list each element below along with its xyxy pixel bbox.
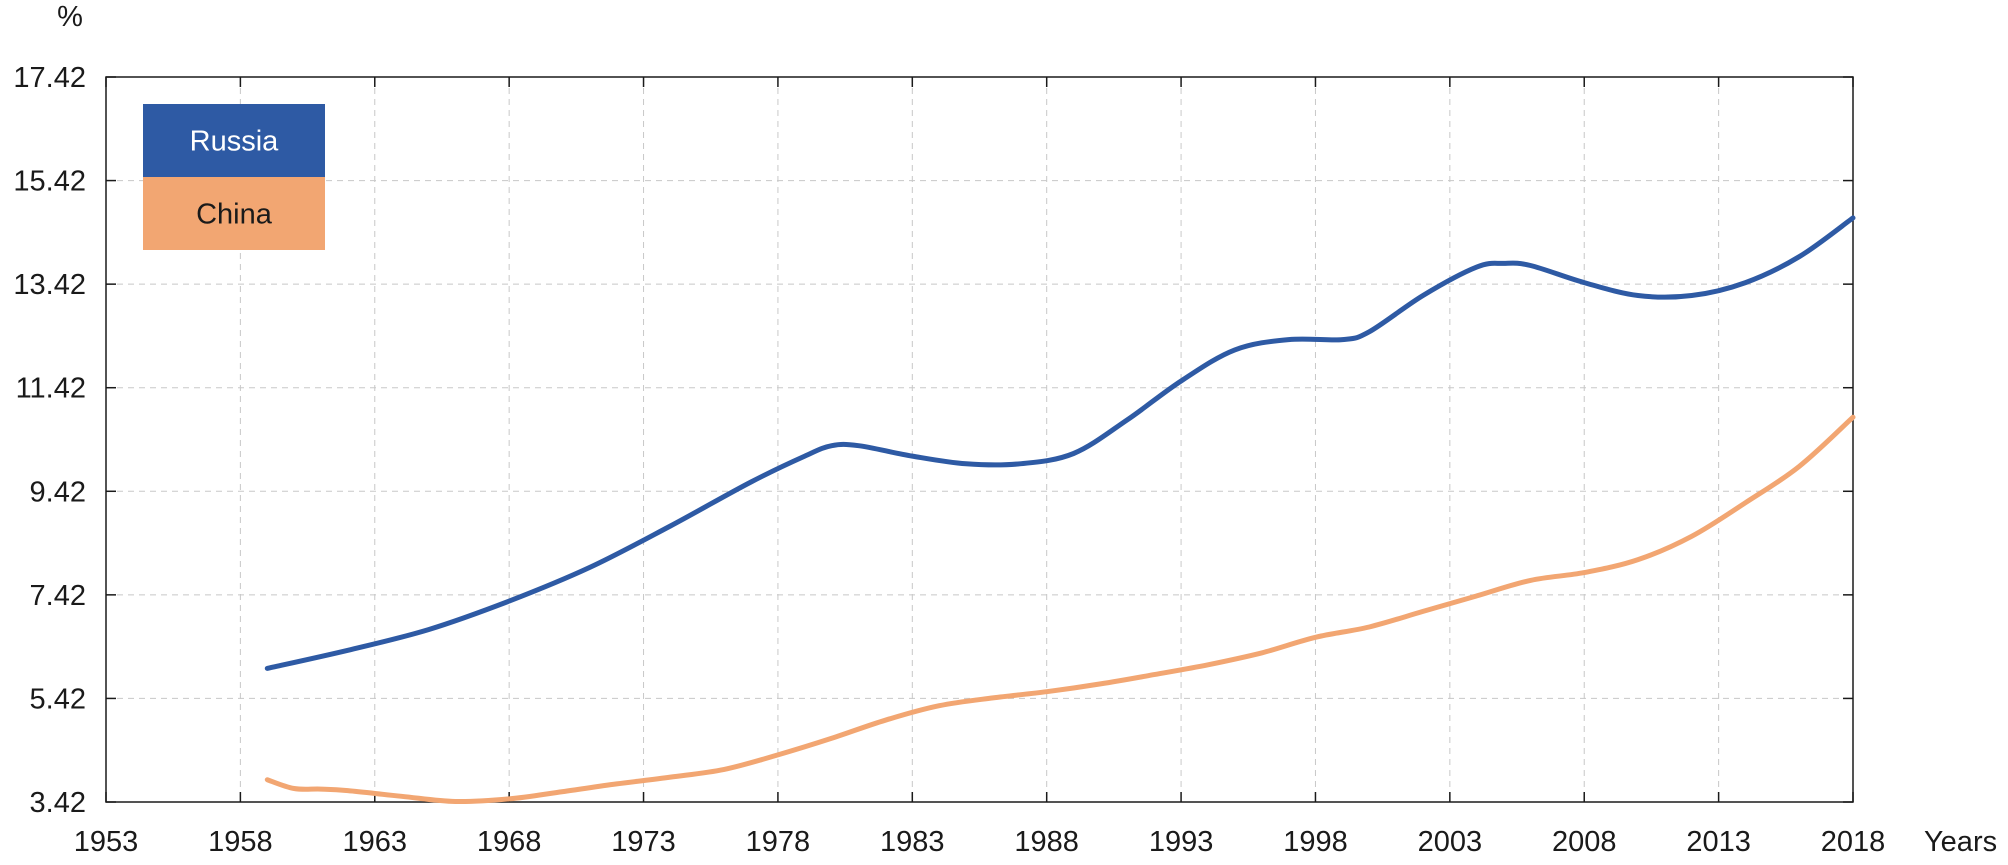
series-lines <box>264 215 1856 805</box>
x-tick-label: 1983 <box>880 826 945 858</box>
series-line-russia <box>264 215 1856 671</box>
x-tick-label: 1988 <box>1014 826 1079 858</box>
x-tick-label: 2013 <box>1686 826 1751 858</box>
y-tick-label: 3.42 <box>30 787 86 819</box>
y-tick-label: 13.42 <box>13 269 86 301</box>
x-tick-label: 2018 <box>1821 826 1886 858</box>
y-tick-label: 11.42 <box>16 373 86 405</box>
y-tick-label: 15.42 <box>13 166 86 198</box>
y-axis-unit: % <box>57 1 83 33</box>
x-tick-label: 1963 <box>343 826 408 858</box>
legend-swatch-russia <box>143 104 325 177</box>
x-tick-label: 2008 <box>1552 826 1617 858</box>
series-line-china <box>264 414 1856 805</box>
x-tick-label: 1993 <box>1149 826 1214 858</box>
axis-ticks: 1953 1958 1963 1968 1973 1978 1983 1988 1993 1998… <box>13 62 1885 858</box>
y-tick-label: 17.42 <box>13 62 86 94</box>
legend-swatch-china <box>143 177 325 250</box>
y-tick-label: 5.42 <box>30 683 86 715</box>
x-tick-label: 1998 <box>1283 826 1348 858</box>
plot-frame <box>105 76 1854 803</box>
x-tick-label: 1978 <box>746 826 811 858</box>
x-tick-label: 1973 <box>611 826 676 858</box>
x-axis-label: Years <box>1924 826 1997 858</box>
legend: Russia China <box>143 104 325 250</box>
y-tick-label: 9.42 <box>30 476 86 508</box>
x-tick-label: 1958 <box>208 826 273 858</box>
x-tick-label: 2003 <box>1418 826 1483 858</box>
x-tick-label: 1968 <box>477 826 542 858</box>
legend-label-china: China <box>196 199 273 231</box>
y-tick-label: 7.42 <box>30 580 86 612</box>
grid <box>106 77 1853 802</box>
x-tick-label: 1953 <box>74 826 139 858</box>
legend-label-russia: Russia <box>190 126 280 158</box>
